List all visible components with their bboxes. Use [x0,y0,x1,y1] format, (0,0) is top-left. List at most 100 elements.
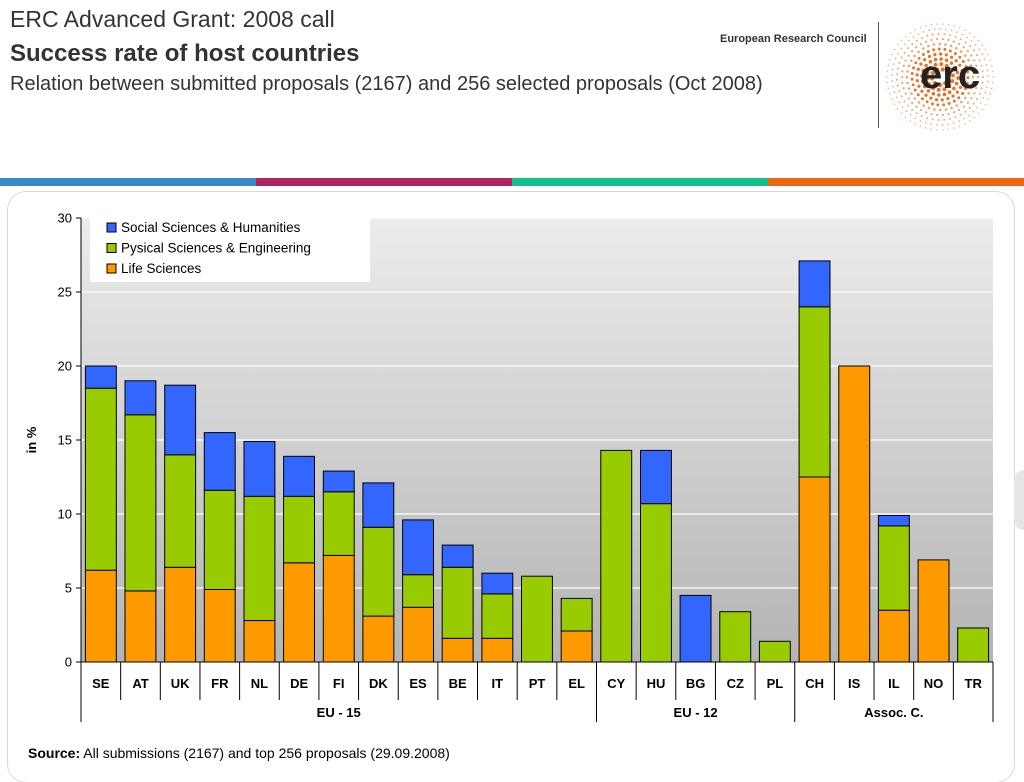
logo-dot [941,113,945,117]
logo-dot [987,98,989,101]
logo-dot [951,94,955,98]
logo-dot [976,81,979,84]
logo-dot [898,90,901,92]
logo-dot [889,93,891,95]
logo-dot [981,70,984,73]
logo-dot [919,62,923,66]
logo-dot [964,96,967,100]
logo-dot [909,114,912,116]
logo-dot [984,49,987,51]
logo-dot [942,103,946,107]
logo-dot [967,59,970,62]
logo-dot [928,60,933,64]
logo-dot [910,92,913,95]
logo-dot [904,116,907,119]
logo-dot [913,54,916,58]
logo-dot [910,59,913,62]
logo-dot [942,92,947,97]
logo-dot [926,117,929,120]
y-tick-label: 30 [58,211,72,226]
group-label: EU - 15 [317,705,361,720]
logo-dot [935,37,939,41]
legend-label: Life Sciences [121,261,202,276]
logo-dot [958,125,961,128]
bar-segment-hu [640,503,672,663]
logo-dot [947,128,950,130]
logo-dot [958,120,960,122]
logo-dot [961,92,965,95]
logo-dot [979,102,982,104]
logo-dot [942,129,944,131]
logo-dot [976,54,978,57]
logo-dot [914,61,918,65]
bar-segment-pl [758,640,791,663]
x-tick-label: DE [290,676,308,691]
x-tick-label: TR [965,676,983,691]
x-tick-label: ES [409,676,427,691]
logo-dot [986,69,989,71]
logo-dot [896,84,899,87]
logo-dot [935,67,940,72]
x-tick-label: IS [848,676,861,691]
logo-dot [953,52,957,56]
logo-dot [931,33,934,36]
logo-dot [891,74,893,76]
logo-dot [976,98,978,100]
slide-subtitle: Success rate of host countries [10,40,360,67]
logo-dot [930,128,932,130]
logo-dot [952,111,956,114]
x-tick-label: EL [568,676,585,691]
logo-dot [938,108,942,112]
x-tick-label: SE [92,676,110,691]
logo-dot [953,25,955,27]
logo-dot [980,87,983,90]
logo-dot [933,62,938,67]
logo-dot [953,65,957,70]
logo-dot [950,73,955,78]
legend-label: Pysical Sciences & Engineering [121,241,311,256]
logo-dot [972,102,975,105]
logo-dot [968,107,971,109]
logo-dot [991,65,993,67]
logo-dot [950,29,953,32]
logo-dot [928,29,930,32]
logo-dot [965,81,969,85]
logo-dot [907,47,910,50]
logo-dot [912,66,915,70]
slide-title: ERC Advanced Grant: 2008 call [10,6,335,32]
logo-dot [933,28,936,31]
logo-dot [929,96,933,100]
logo-dot [944,70,950,76]
logo-dot [956,31,958,33]
logo-dot [915,79,919,83]
logo-dot [959,38,962,41]
logo-dot [934,98,939,102]
logo-dot [919,108,923,112]
bar-segment-be [441,544,474,568]
logo-dot [964,87,967,91]
logo-dot [917,50,920,54]
logo-dot [921,53,925,56]
legend-swatch [106,263,117,274]
logo-dot [955,47,958,50]
x-tick-label: UK [171,676,190,691]
logo-dot [917,33,920,35]
logo-dot [954,35,957,38]
bar-segment-ch [798,476,831,663]
logo-dot [931,91,936,96]
logo-dot [950,79,955,84]
logo-dot [937,47,941,51]
logo-dot [905,110,908,112]
logo-dot [925,70,930,75]
logo-dot [961,74,965,78]
logo-dot [981,108,983,110]
logo-dot [886,76,888,78]
logo-dot [957,42,961,46]
logo-dot [928,65,933,70]
bar-segment-be [441,637,474,663]
logo-dot [916,93,920,97]
logo-dot [978,59,981,62]
logo-dot [912,36,915,38]
logo-dot [955,70,960,75]
logo-dot [925,76,930,81]
